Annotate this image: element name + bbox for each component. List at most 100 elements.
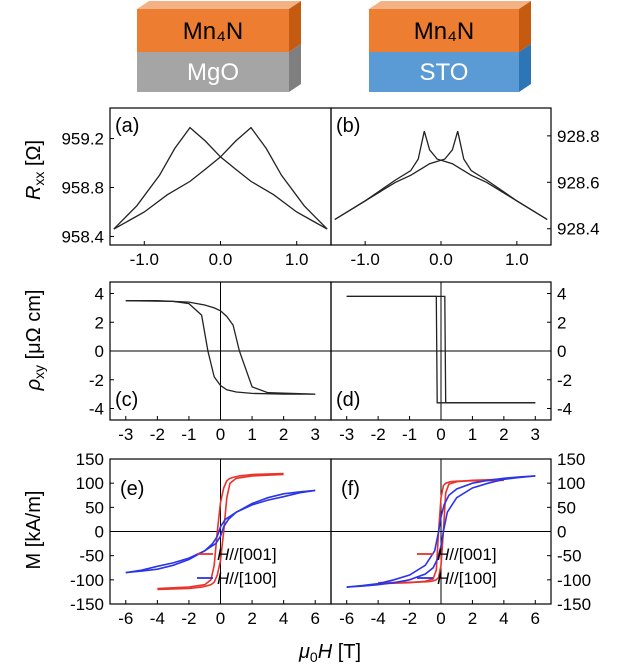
- ytick-label-c-4: 4: [95, 285, 104, 304]
- left-stack-diagram: Mn₄N MgO: [137, 1, 301, 92]
- series-f-1: [378, 478, 504, 584]
- panel-d: -3 -2 -1 0 1 2 3 -4 -2 0 2 4 (d): [330, 281, 572, 444]
- panel-b: -1.0 0.0 1.0 928.4 928.6 928.8 (b): [330, 107, 600, 269]
- left-film-label: Mn₄N: [183, 18, 243, 45]
- xtick-label-c-3: 0: [216, 425, 225, 444]
- left-film-side: [289, 1, 301, 52]
- xtick-label-e-3: 0: [216, 609, 225, 628]
- xtick-label-b-0: -1.0: [350, 250, 379, 269]
- series-b-1: [334, 131, 548, 221]
- xtick-label-f-5: 4: [499, 609, 508, 628]
- series-e-3: [125, 489, 316, 574]
- right-film-top: [369, 1, 531, 9]
- ytick-label-f-5: 100: [557, 474, 585, 493]
- xtick-label-c-4: 1: [247, 425, 256, 444]
- xtick-label-d-6: 3: [531, 425, 540, 444]
- xtick-label-d-3: 0: [436, 425, 445, 444]
- xtick-label-d-5: 2: [499, 425, 508, 444]
- xtick-label-c-5: 2: [279, 425, 288, 444]
- row3-ylabel: M [kA/m]: [23, 491, 45, 570]
- xtick-label-e-0: -6: [118, 609, 133, 628]
- xtick-label-e-1: -4: [150, 609, 165, 628]
- ytick-label-f-1: -100: [557, 571, 591, 590]
- legend-label-e-1: H//[100]: [217, 569, 277, 588]
- xtick-label-c-2: -1: [181, 425, 196, 444]
- xtick-label-a-1: 0.0: [209, 250, 233, 269]
- xtick-label-e-6: 6: [310, 609, 319, 628]
- series-e-0: [157, 472, 284, 590]
- panel-label-d: (d): [336, 389, 360, 411]
- panel-label-c: (c): [115, 389, 138, 411]
- legend-label-f-1: H//[100]: [437, 569, 497, 588]
- ytick-label-d-3: 2: [557, 313, 566, 332]
- ytick-label-b-2: 928.8: [557, 127, 600, 146]
- series-c-1: [125, 300, 316, 395]
- xtick-label-e-4: 2: [247, 609, 256, 628]
- left-substrate-label: MgO: [187, 59, 239, 86]
- series-a-1: [113, 126, 328, 230]
- ytick-label-a-2: 959.2: [61, 130, 104, 149]
- series-e-1: [157, 473, 284, 591]
- right-substrate-label: STO: [420, 59, 469, 86]
- left-film-layer: [137, 9, 289, 52]
- ytick-label-a-0: 958.4: [61, 227, 104, 246]
- panel-e: -6 -4 -2 0 2 4 6 -150 -100 -50 0 50 100 150 (e) H//[001…: [70, 450, 332, 628]
- xtick-label-d-0: -3: [339, 425, 354, 444]
- left-substrate-layer: [137, 52, 289, 92]
- xtick-label-d-4: 1: [468, 425, 477, 444]
- xtick-label-c-6: 3: [310, 425, 319, 444]
- panel-c: -3 -2 -1 0 1 2 3 -4 -2 0 2 4 (c): [89, 281, 332, 444]
- ytick-label-c-2: 0: [95, 342, 104, 361]
- xtick-label-f-0: -6: [339, 609, 354, 628]
- frame-a: [109, 107, 332, 246]
- ytick-label-e-4: 50: [85, 498, 104, 517]
- ytick-label-f-0: -150: [557, 595, 591, 614]
- xtick-label-e-5: 4: [279, 609, 288, 628]
- xtick-label-b-1: 0.0: [429, 250, 453, 269]
- ytick-label-c-3: 2: [95, 313, 104, 332]
- xtick-label-f-6: 6: [531, 609, 540, 628]
- panel-label-e: (e): [120, 478, 144, 500]
- panel-a: -1.0 0.0 1.0 958.4 958.8 959.2 (a): [61, 107, 332, 269]
- xtick-label-c-0: -3: [118, 425, 133, 444]
- ytick-label-e-6: 150: [76, 450, 104, 469]
- panels: -1.0 0.0 1.0 958.4 958.8 959.2 (a) -1.0 0.0 1.0 92…: [61, 107, 600, 628]
- series-a-0: [113, 126, 328, 230]
- right-film-label: Mn₄N: [414, 18, 474, 45]
- series-e-2: [125, 489, 316, 574]
- ytick-label-c-1: -2: [89, 371, 104, 390]
- right-substrate-side: [519, 44, 531, 92]
- row2-ylabel: ρxy [μΩ cm]: [23, 290, 47, 392]
- ytick-label-f-6: 150: [557, 450, 585, 469]
- ytick-label-e-5: 100: [76, 474, 104, 493]
- ytick-label-c-0: -4: [89, 400, 104, 419]
- xtick-label-c-1: -2: [150, 425, 165, 444]
- right-film-layer: [369, 9, 519, 52]
- xtick-label-d-2: -1: [402, 425, 417, 444]
- series-d-1: [346, 295, 536, 404]
- panel-label-b: (b): [336, 115, 360, 137]
- xtick-label-a-2: 1.0: [285, 250, 309, 269]
- ytick-label-d-0: -4: [557, 400, 572, 419]
- panel-label-f: (f): [341, 478, 360, 500]
- xtick-label-b-2: 1.0: [505, 250, 529, 269]
- panel-f: -6 -4 -2 0 2 4 6 -150 -100 -50 0 50 100 150 (f) H//[001…: [330, 450, 591, 628]
- ytick-label-d-1: -2: [557, 371, 572, 390]
- ytick-label-f-2: -50: [557, 547, 582, 566]
- xtick-label-f-4: 2: [468, 609, 477, 628]
- frame-b: [330, 107, 552, 246]
- xtick-label-e-2: -2: [181, 609, 196, 628]
- right-film-side: [519, 1, 531, 52]
- series-b-0: [334, 131, 548, 221]
- xtick-label-f-3: 0: [436, 609, 445, 628]
- ytick-label-e-3: 0: [95, 523, 104, 542]
- ytick-label-e-1: -100: [70, 571, 104, 590]
- right-stack-diagram: Mn₄N STO: [369, 1, 531, 92]
- ytick-label-f-4: 50: [557, 498, 576, 517]
- xtick-label-d-1: -2: [371, 425, 386, 444]
- ytick-label-b-1: 928.6: [557, 173, 600, 192]
- left-substrate-side: [289, 44, 301, 92]
- series-f-3: [346, 475, 536, 588]
- ytick-label-f-3: 0: [557, 523, 566, 542]
- series-c-0: [125, 300, 316, 395]
